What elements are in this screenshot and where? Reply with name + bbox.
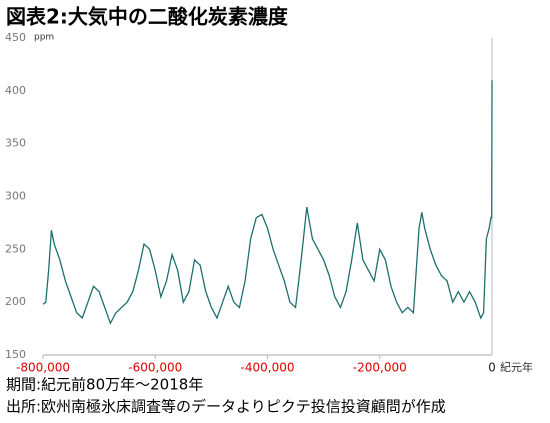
x-tick-label: -400,000: [241, 361, 295, 375]
y-tick-label: 300: [5, 190, 26, 203]
chart-title: 図表2:大気中の二酸化炭素濃度: [6, 5, 289, 29]
y-tick-label: 400: [5, 84, 26, 97]
y-tick-label: 350: [5, 137, 26, 150]
x-tick-label: -600,000: [128, 361, 182, 375]
note: 期間:紀元前80万年～2018年: [6, 376, 203, 394]
x-axis-label: 紀元年: [500, 360, 533, 374]
y-tick-label: 250: [5, 242, 26, 255]
x-tick-label: -800,000: [16, 361, 70, 375]
x-tick-label: -200,000: [353, 361, 407, 375]
y-tick-label: 200: [5, 295, 26, 308]
y-tick-label: 150: [5, 348, 26, 361]
x-tick-label: 0: [488, 361, 496, 375]
y-tick-label: 450: [5, 31, 26, 44]
data-line: [42, 80, 493, 325]
note: 出所:欧州南極氷床調査等のデータよりピクテ投信投資顧問が作成: [6, 398, 446, 416]
y-axis-label: ppm: [34, 33, 54, 43]
